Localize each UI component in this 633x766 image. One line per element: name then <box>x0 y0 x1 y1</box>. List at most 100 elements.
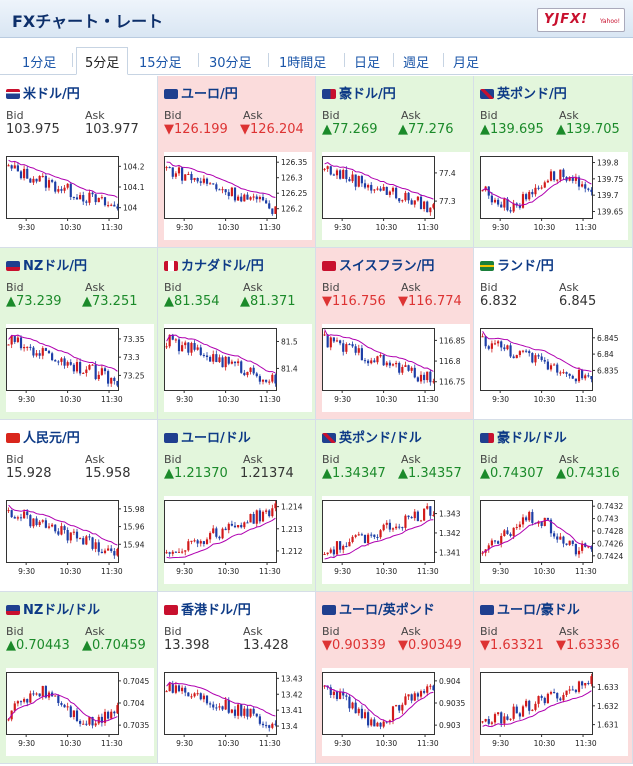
mini-candle-chart[interactable]: 0.7432 0.743 0.7428 0.7426 0.7424 9:30 10:30 11… <box>480 496 628 584</box>
pair-card[interactable]: 人民元/円 Bid Ask 15.928 15.958 15.98 15.96 15.94 9:… <box>0 420 158 592</box>
mini-candle-chart[interactable]: 6.845 6.84 6.835 9:30 10:30 11:30 <box>480 324 628 412</box>
candle-body <box>537 696 540 704</box>
ask-price: 1.63336 <box>566 638 620 653</box>
pair-card[interactable]: 英ポンド/ドル Bid Ask ▲1.34347 ▲1.34357 1.343 1.342 1… <box>316 420 474 592</box>
candle-body <box>432 204 435 208</box>
pair-name[interactable]: ユーロ/豪ドル <box>480 599 580 618</box>
pair-name[interactable]: 豪ドル/円 <box>322 83 396 102</box>
y-tick-label: 0.7428 <box>597 527 623 536</box>
candle-body <box>546 693 549 704</box>
pair-card[interactable]: NZドル/円 Bid Ask ▲73.239 ▲73.251 73.35 73.3 73.25… <box>0 248 158 420</box>
pair-card[interactable]: ユーロ/英ポンド Bid Ask ▼0.90339 ▼0.90349 0.904 0.903… <box>316 592 474 764</box>
tab-30min[interactable]: 30分足 <box>209 56 252 71</box>
mini-candle-chart[interactable]: 1.343 1.342 1.341 9:30 10:30 11:30 <box>322 496 470 584</box>
candle-body <box>376 722 379 727</box>
pair-name[interactable]: NZドル/円 <box>6 255 87 274</box>
tab-15min[interactable]: 15分足 <box>139 56 182 71</box>
pair-name[interactable]: 香港ドル/円 <box>164 599 251 618</box>
pair-name[interactable]: ユーロ/ドル <box>164 427 251 446</box>
pair-card[interactable]: 香港ドル/円 Bid Ask 13.398 13.428 13.43 13.42 13.41 1… <box>158 592 316 764</box>
mini-candle-chart[interactable]: 77.4 77.3 9:30 10:30 11:30 <box>322 152 470 240</box>
mini-candle-chart[interactable]: 1.633 1.632 1.631 9:30 10:30 11:30 <box>480 668 628 756</box>
pair-card[interactable]: スイスフラン/円 Bid Ask ▼116.756 ▼116.774 116.85 116.… <box>316 248 474 420</box>
pair-card[interactable]: NZドル/ドル Bid Ask ▲0.70443 ▲0.70459 0.7045 0.704… <box>0 592 158 764</box>
mini-candle-chart[interactable]: 15.98 15.96 15.94 9:30 10:30 11:30 <box>6 496 154 584</box>
mini-candle-chart[interactable]: 73.35 73.3 73.25 9:30 10:30 11:30 <box>6 324 154 412</box>
candle-body <box>230 361 233 364</box>
candle-body <box>426 201 429 213</box>
ask-label: Ask <box>243 109 263 122</box>
tab-5min[interactable]: 5分足 <box>76 47 129 75</box>
mini-candle-chart[interactable]: 0.7045 0.704 0.7035 9:30 10:30 11:30 <box>6 668 154 756</box>
pair-name[interactable]: NZドル/ドル <box>6 599 100 618</box>
pair-name[interactable]: ランド/円 <box>480 255 554 274</box>
plot-frame <box>164 156 277 219</box>
pair-name[interactable]: ユーロ/英ポンド <box>322 599 435 618</box>
pair-name[interactable]: 英ポンド/ドル <box>322 427 422 446</box>
tab-weekly[interactable]: 週足 <box>403 56 430 71</box>
pair-name[interactable]: スイスフラン/円 <box>322 255 434 274</box>
candle-body <box>57 531 60 535</box>
candle-body <box>379 722 382 727</box>
mini-candle-chart[interactable]: 81.5 81.4 9:30 10:30 11:30 <box>164 324 312 412</box>
candle-body <box>525 350 528 352</box>
pair-card[interactable]: 豪ドル/円 Bid Ask ▲77.269 ▲77.276 77.4 77.3 9:30 10:… <box>316 76 474 248</box>
x-tick-label: 11:30 <box>259 395 281 404</box>
plot-frame <box>322 500 435 563</box>
candle-body <box>559 536 562 540</box>
pair-card[interactable]: カナダドル/円 Bid Ask ▲81.354 ▲81.371 81.5 81.4 9:30 1… <box>158 248 316 420</box>
candle-body <box>113 377 116 381</box>
pair-card[interactable]: ユーロ/豪ドル Bid Ask ▼1.63321 ▼1.63336 1.633 1.632 1… <box>474 592 633 764</box>
candle-body <box>202 178 205 183</box>
candle-body <box>171 167 174 177</box>
candle-body <box>395 362 398 365</box>
ask-arrow-icon: ▼ <box>398 638 408 653</box>
pair-card[interactable]: ランド/円 Bid Ask 6.832 6.845 6.845 6.84 6.835 9:30 1… <box>474 248 633 420</box>
mini-candle-chart[interactable]: 139.8 139.75 139.7 139.65 9:30 10:30 11:30 <box>480 152 628 240</box>
candle-body <box>82 372 85 374</box>
pair-card[interactable]: 英ポンド/円 Bid Ask ▲139.695 ▲139.705 139.8 139.75 1… <box>474 76 633 248</box>
pair-name[interactable]: 豪ドル/ドル <box>480 427 567 446</box>
pair-name[interactable]: 米ドル/円 <box>6 83 80 102</box>
candle-body <box>110 711 113 719</box>
tab-separator <box>72 53 73 67</box>
y-tick-label: 15.96 <box>123 523 145 532</box>
candle-body <box>265 725 268 727</box>
candle-body <box>16 165 19 172</box>
ask-value: 6.845 <box>559 294 596 309</box>
tab-daily[interactable]: 日足 <box>354 56 381 71</box>
x-tick-label: 11:30 <box>575 395 597 404</box>
mini-candle-chart[interactable]: 0.904 0.9035 0.903 9:30 10:30 11:30 <box>322 668 470 756</box>
x-tick-label: 10:30 <box>376 739 398 748</box>
pair-card[interactable]: 豪ドル/ドル Bid Ask ▲0.74307 ▲0.74316 0.7432 0.743 0… <box>474 420 633 592</box>
pair-card[interactable]: ユーロ/ドル Bid Ask ▲1.21370 1.21374 1.214 1.213 1.2… <box>158 420 316 592</box>
pair-card[interactable]: 米ドル/円 Bid Ask 103.975 103.977 104.2 104.1 104 9:… <box>0 76 158 248</box>
candle-body <box>525 700 528 707</box>
chart-svg: 77.4 77.3 9:30 10:30 11:30 <box>322 152 470 240</box>
pair-card[interactable]: ユーロ/円 Bid Ask ▼126.199 ▼126.204 126.35 126.3 12… <box>158 76 316 248</box>
pair-name[interactable]: 人民元/円 <box>6 427 80 446</box>
candle-body <box>72 364 75 372</box>
moving-average-line <box>324 329 434 372</box>
tab-monthly[interactable]: 月足 <box>453 56 480 71</box>
tab-1hour[interactable]: 1時間足 <box>279 56 327 71</box>
candle-body <box>490 540 493 546</box>
pair-name[interactable]: 英ポンド/円 <box>480 83 567 102</box>
mini-candle-chart[interactable]: 126.35 126.3 126.25 126.2 9:30 10:30 11:30 <box>164 152 312 240</box>
candle-body <box>531 511 534 523</box>
candle-body <box>79 362 82 374</box>
mini-candle-chart[interactable]: 13.43 13.42 13.41 13.4 9:30 10:30 11:30 <box>164 668 312 756</box>
pair-label: 人民元/円 <box>23 431 80 446</box>
yjfx-logo[interactable]: YJFX! Yahoo! <box>537 8 625 32</box>
tab-1min[interactable]: 1分足 <box>22 56 57 71</box>
candle-body <box>205 178 209 184</box>
pair-name[interactable]: カナダドル/円 <box>164 255 264 274</box>
mini-candle-chart[interactable]: 104.2 104.1 104 9:30 10:30 11:30 <box>6 152 154 240</box>
candle-body <box>38 176 41 182</box>
chart-svg: 0.7432 0.743 0.7428 0.7426 0.7424 9:30 10:30 11… <box>480 496 628 584</box>
candle-body <box>534 703 537 710</box>
pair-name[interactable]: ユーロ/円 <box>164 83 238 102</box>
mini-candle-chart[interactable]: 1.214 1.213 1.212 9:30 10:30 11:30 <box>164 496 312 584</box>
ask-value: 1.21374 <box>240 466 294 481</box>
mini-candle-chart[interactable]: 116.85 116.8 116.75 9:30 10:30 11:30 <box>322 324 470 412</box>
